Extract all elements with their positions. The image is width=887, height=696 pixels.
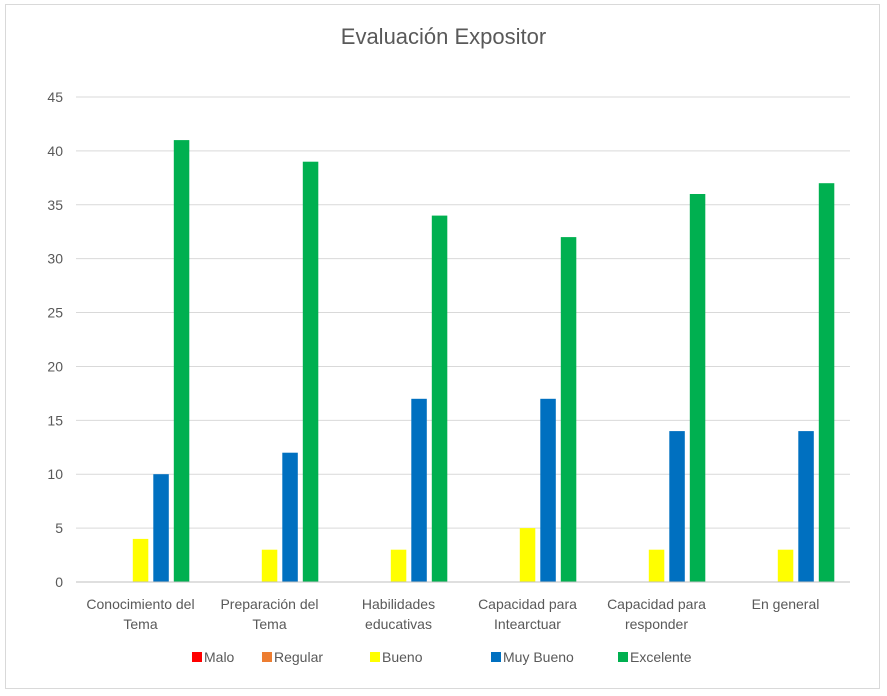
grid-lines xyxy=(76,96,850,529)
legend-label: Excelente xyxy=(630,649,692,665)
legend: Malo Regular Bueno Muy Bueno Excelente xyxy=(192,649,692,665)
bar-excelente xyxy=(818,183,835,582)
category-label: Tema xyxy=(252,616,286,632)
bar-bueno xyxy=(390,549,407,582)
category-label: Capacidad para xyxy=(478,596,577,612)
category-label: Preparación del xyxy=(220,596,318,612)
bar-muy-bueno xyxy=(669,431,685,582)
bar-bueno xyxy=(132,538,149,582)
category-label: Tema xyxy=(123,616,157,632)
bar-muy-bueno xyxy=(798,431,814,582)
bar-bueno xyxy=(519,528,536,582)
category-label: educativas xyxy=(365,616,432,632)
bar-muy-bueno xyxy=(282,452,298,582)
category-label: responder xyxy=(625,616,688,632)
y-tick-label: 5 xyxy=(55,520,63,536)
legend-label: Regular xyxy=(274,649,323,665)
legend-swatch xyxy=(491,652,501,662)
y-tick-label: 30 xyxy=(47,251,63,267)
y-tick-label: 15 xyxy=(47,412,63,428)
y-tick-label: 45 xyxy=(47,89,63,105)
category-label: Habilidades xyxy=(362,596,435,612)
legend-swatch xyxy=(370,652,380,662)
category-label: Conocimiento del xyxy=(86,596,194,612)
bar-excelente xyxy=(173,140,190,582)
bar-bueno xyxy=(648,549,665,582)
bar-bueno xyxy=(261,549,278,582)
y-tick-label: 0 xyxy=(55,574,63,590)
legend-label: Malo xyxy=(204,649,235,665)
chart-title: Evaluación Expositor xyxy=(340,24,547,49)
bar-excelente xyxy=(302,161,319,582)
category-label: En general xyxy=(752,596,820,612)
bar-excelente xyxy=(431,215,448,582)
legend-label: Muy Bueno xyxy=(503,649,574,665)
bars xyxy=(132,140,835,582)
y-axis-ticks: 0 5 10 15 20 25 30 35 40 45 xyxy=(47,89,63,590)
legend-swatch xyxy=(192,652,202,662)
y-tick-label: 10 xyxy=(47,466,63,482)
bar-muy-bueno xyxy=(411,398,427,582)
y-tick-label: 25 xyxy=(47,305,63,321)
bar-excelente xyxy=(689,194,706,582)
bar-excelente xyxy=(560,237,577,582)
y-tick-label: 20 xyxy=(47,358,63,374)
bar-muy-bueno xyxy=(153,474,169,582)
y-tick-label: 35 xyxy=(47,197,63,213)
legend-label: Bueno xyxy=(382,649,423,665)
category-labels: Conocimiento del Tema Preparación del Tema H… xyxy=(86,596,819,632)
category-label: Capacidad para xyxy=(607,596,706,612)
legend-swatch xyxy=(618,652,628,662)
category-label: Intearctuar xyxy=(494,616,561,632)
bar-muy-bueno xyxy=(540,398,556,582)
bar-bueno xyxy=(777,549,794,582)
legend-swatch xyxy=(262,652,272,662)
y-tick-label: 40 xyxy=(47,143,63,159)
